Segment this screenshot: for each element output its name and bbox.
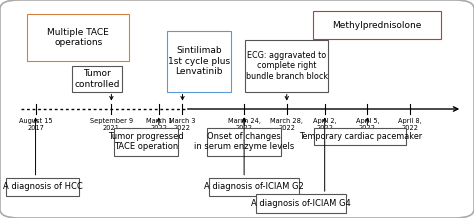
Text: March 3
2022: March 3 2022 (169, 118, 196, 131)
FancyBboxPatch shape (6, 178, 79, 196)
FancyBboxPatch shape (256, 194, 346, 213)
Text: April 5,
2022: April 5, 2022 (356, 118, 379, 131)
Text: Temporary cardiac pacemaker: Temporary cardiac pacemaker (299, 132, 422, 141)
FancyBboxPatch shape (314, 128, 406, 145)
FancyBboxPatch shape (114, 128, 178, 156)
Text: March 28,
2022: March 28, 2022 (270, 118, 303, 131)
Text: March 1
2022: March 1 2022 (146, 118, 172, 131)
Text: April 8,
2022: April 8, 2022 (398, 118, 422, 131)
Text: ECG: aggravated to
complete right
bundle branch block: ECG: aggravated to complete right bundle… (246, 51, 328, 81)
Text: March 24,
2022: March 24, 2022 (228, 118, 261, 131)
Text: A diagnosis of HCC: A diagnosis of HCC (3, 182, 82, 191)
Text: A diagnosis of-ICIAM G2: A diagnosis of-ICIAM G2 (204, 182, 303, 191)
Text: A diagnosis of-ICIAM G4: A diagnosis of-ICIAM G4 (251, 199, 351, 208)
FancyBboxPatch shape (313, 11, 441, 39)
Text: Methylprednisolone: Methylprednisolone (332, 20, 421, 30)
Text: Tumor progressed
TACE operation: Tumor progressed TACE operation (108, 132, 184, 151)
Text: Onset of changes
in serum enzyme levels: Onset of changes in serum enzyme levels (194, 132, 294, 151)
FancyBboxPatch shape (209, 178, 299, 196)
FancyBboxPatch shape (167, 31, 231, 92)
Text: Sintilimab
1st cycle plus
Lenvatinib: Sintilimab 1st cycle plus Lenvatinib (168, 46, 230, 76)
Text: Multiple TACE
operations: Multiple TACE operations (47, 28, 109, 47)
FancyBboxPatch shape (27, 14, 129, 61)
Text: September 9
2021: September 9 2021 (90, 118, 133, 131)
FancyBboxPatch shape (72, 66, 122, 92)
Text: Tumor
controlled: Tumor controlled (74, 69, 120, 89)
Text: April 2,
2022: April 2, 2022 (313, 118, 337, 131)
FancyBboxPatch shape (207, 128, 281, 156)
Text: August 15
2017: August 15 2017 (19, 118, 52, 131)
FancyBboxPatch shape (246, 40, 328, 92)
